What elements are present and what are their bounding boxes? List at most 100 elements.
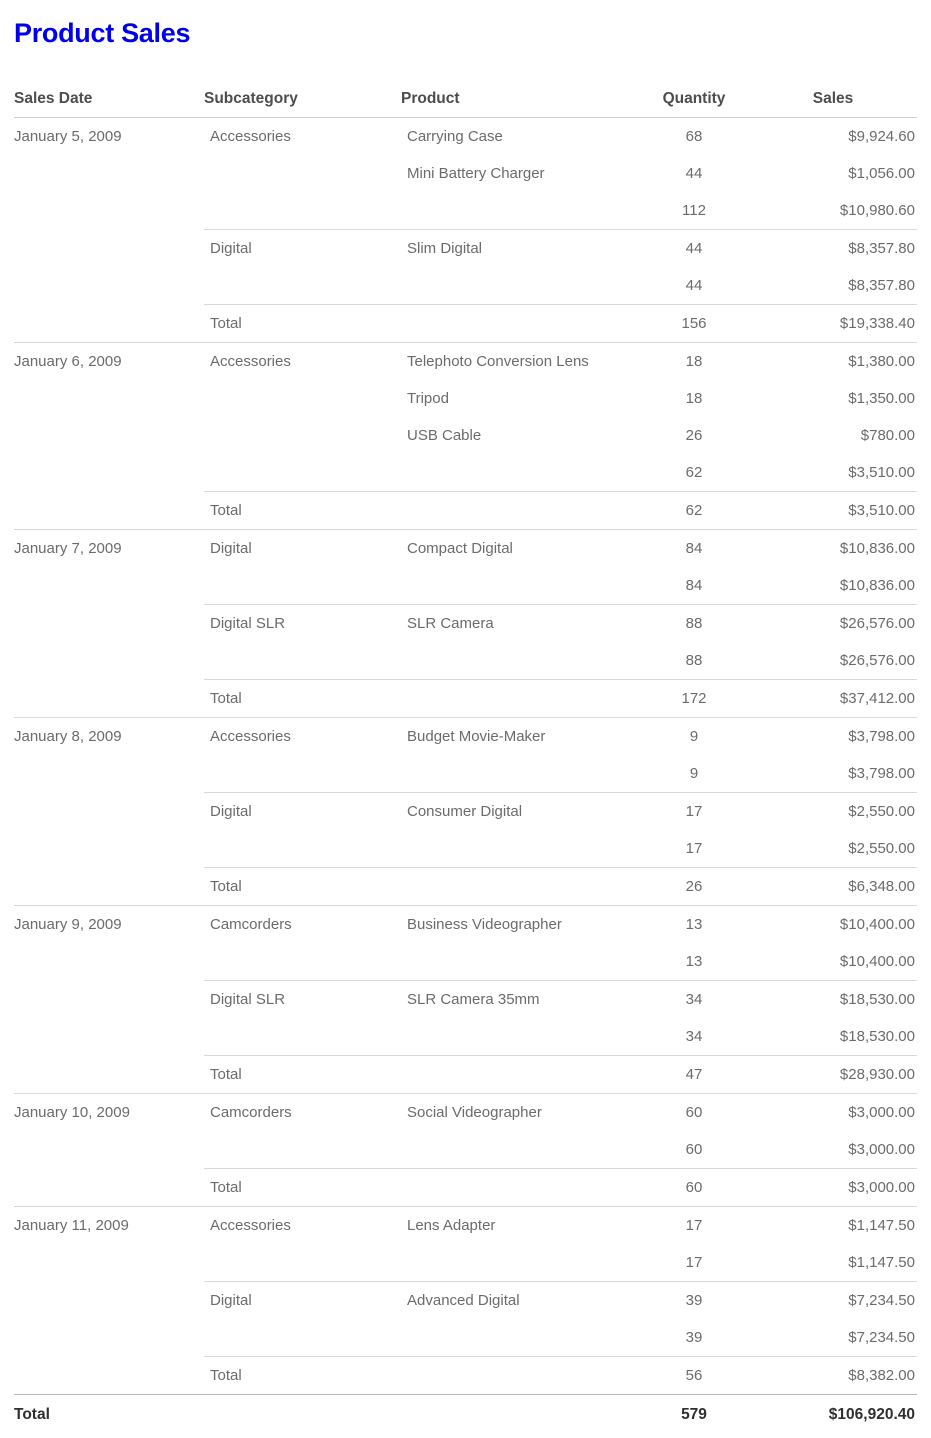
cell-product [401, 192, 639, 230]
cell-sales: $3,510.00 [749, 491, 917, 530]
cell-product [401, 454, 639, 492]
cell-subcategory: Digital [204, 1281, 401, 1319]
cell-subcategory [204, 417, 401, 454]
grand-total-product [401, 1394, 639, 1434]
cell-quantity: 44 [685, 165, 703, 182]
cell-sales: $6,348.00 [749, 867, 917, 906]
cell-product [401, 1055, 639, 1094]
table-row: 39 $7,234.50 [14, 1319, 917, 1357]
cell-sales: $8,357.80 [848, 277, 915, 294]
cell-sales: $26,576.00 [839, 652, 915, 669]
cell-product: Telephoto Conversion Lens [401, 342, 639, 380]
table-row: Digital Slim Digital 44 $8,357.80 [14, 229, 917, 267]
cell-sales: $9,924.60 [749, 117, 917, 155]
cell-sales-date: January 9, 2009 [14, 905, 204, 943]
cell-sales-date: January 10, 2009 [14, 1093, 204, 1131]
cell-subcategory: Total [204, 491, 401, 530]
cell-product [401, 642, 639, 680]
page-title: Product Sales [14, 18, 191, 48]
table-row: 17 $1,147.50 [14, 1244, 917, 1282]
cell-subcategory [204, 567, 401, 605]
cell-sales: $3,798.00 [749, 717, 917, 755]
cell-sales-date [14, 1131, 204, 1169]
cell-subcategory: Camcorders [204, 905, 401, 943]
cell-product: Advanced Digital [401, 1281, 639, 1319]
cell-product [401, 1319, 639, 1357]
cell-product: SLR Camera [401, 604, 639, 642]
table-row: Mini Battery Charger 44 $1,056.00 [14, 155, 917, 192]
column-header-sales[interactable]: Sales [749, 90, 917, 118]
cell-sales: $37,412.00 [749, 679, 917, 718]
table-row: January 5, 2009 Accessories Carrying Case 6… [14, 117, 917, 155]
cell-sales: $7,234.50 [848, 1329, 915, 1346]
table-row: Digital Advanced Digital 39 $7,234.50 [14, 1281, 917, 1319]
column-header-product[interactable]: Product [401, 90, 639, 118]
column-header-quantity[interactable]: Quantity [639, 90, 749, 118]
cell-sales-date: January 6, 2009 [14, 342, 204, 380]
cell-subcategory: Accessories [204, 342, 401, 380]
cell-subcategory: Digital [204, 229, 401, 267]
cell-sales: $1,147.50 [848, 1254, 915, 1271]
cell-subcategory: Accessories [204, 1206, 401, 1244]
cell-product [401, 1356, 639, 1395]
cell-sales-date [14, 454, 204, 492]
cell-sales-date [14, 755, 204, 793]
cell-quantity: 68 [639, 117, 749, 155]
cell-sales-date [14, 605, 204, 643]
table-row: Total 62 $3,510.00 [14, 491, 917, 530]
table-header: Sales Date Subcategory Product Quantity … [14, 90, 917, 118]
grand-total-label: Total [14, 1394, 204, 1434]
cell-sales-date [14, 1319, 204, 1357]
header-row: Sales Date Subcategory Product Quantity … [14, 90, 917, 118]
cell-quantity: 34 [685, 1028, 703, 1045]
cell-sales: $18,530.00 [839, 1028, 915, 1045]
grand-total-subcategory [204, 1394, 401, 1434]
cell-product [401, 567, 639, 605]
cell-sales: $1,380.00 [749, 342, 917, 380]
cell-quantity: 112 [682, 202, 706, 219]
cell-quantity: 17 [639, 792, 749, 830]
cell-sales-date [14, 793, 204, 831]
cell-subcategory: Accessories [204, 717, 401, 755]
column-header-subcategory[interactable]: Subcategory [204, 90, 401, 118]
grand-total-sales: $106,920.40 [749, 1394, 917, 1434]
cell-sales-date [14, 155, 204, 192]
cell-sales: $3,000.00 [848, 1141, 915, 1158]
cell-sales-date [14, 1357, 204, 1395]
cell-quantity: 26 [685, 427, 703, 444]
cell-subcategory [204, 830, 401, 868]
cell-sales: $19,338.40 [749, 304, 917, 343]
table-row: 34 $18,530.00 [14, 1018, 917, 1056]
column-header-sales-date[interactable]: Sales Date [14, 90, 204, 118]
cell-quantity: 17 [685, 840, 703, 857]
cell-product [401, 491, 639, 530]
table-row: 62 $3,510.00 [14, 454, 917, 492]
table-row: Tripod 18 $1,350.00 [14, 380, 917, 417]
cell-quantity: 17 [685, 1254, 703, 1271]
cell-subcategory [204, 1131, 401, 1169]
cell-product: Carrying Case [401, 117, 639, 155]
cell-sales: $10,836.00 [839, 577, 915, 594]
cell-sales: $3,798.00 [848, 765, 915, 782]
table-row: Digital SLR SLR Camera 35mm 34 $18,530.00 [14, 980, 917, 1018]
grand-total-quantity: 579 [639, 1394, 749, 1434]
cell-subcategory [204, 1319, 401, 1357]
table-row: January 11, 2009 Accessories Lens Adapter 1… [14, 1206, 917, 1244]
cell-subcategory: Total [204, 1356, 401, 1395]
cell-quantity: 9 [689, 765, 699, 782]
cell-product [401, 867, 639, 906]
cell-sales-date [14, 192, 204, 230]
cell-subcategory [204, 1018, 401, 1056]
cell-quantity: 34 [639, 980, 749, 1018]
cell-sales-date: January 8, 2009 [14, 717, 204, 755]
cell-product: USB Cable [407, 427, 482, 444]
cell-sales-date [14, 1169, 204, 1207]
cell-sales: $3,000.00 [749, 1093, 917, 1131]
cell-quantity: 88 [639, 604, 749, 642]
cell-product: SLR Camera 35mm [401, 980, 639, 1018]
cell-product: Slim Digital [401, 229, 639, 267]
cell-sales: $28,930.00 [749, 1055, 917, 1094]
table-row: 60 $3,000.00 [14, 1131, 917, 1169]
table-row: Total 26 $6,348.00 [14, 867, 917, 906]
